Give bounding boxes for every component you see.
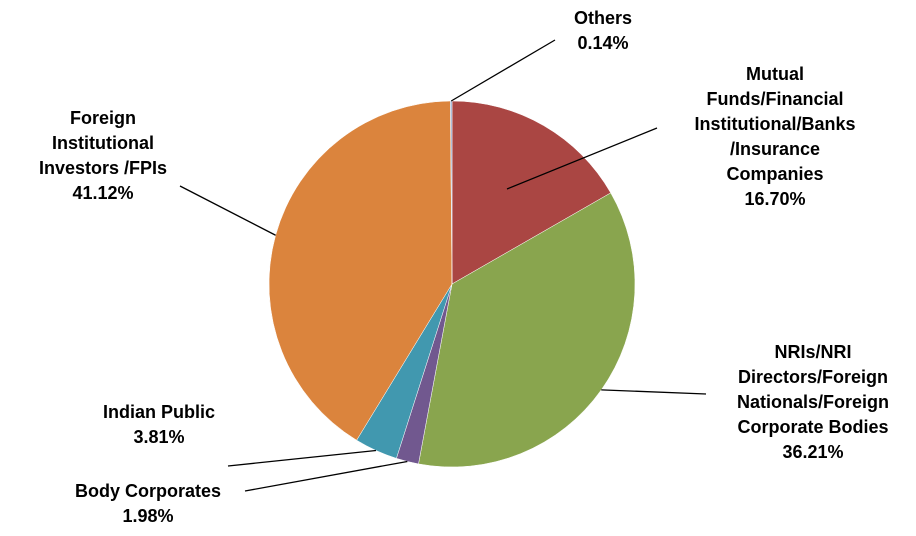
- leader-line: [179, 185, 276, 236]
- slice-name-label: Funds/Financial: [706, 89, 843, 109]
- slice-name-label: Corporate Bodies: [737, 417, 888, 437]
- pie-slice: [451, 100, 612, 285]
- slice-name-label: Companies: [726, 164, 823, 184]
- slice-value-label: 1.98%: [122, 506, 173, 526]
- pie-slices: [268, 100, 636, 468]
- slice-name-label: Mutual: [746, 64, 804, 84]
- slice-name-label: /Insurance: [730, 139, 820, 159]
- pie-slice: [418, 192, 636, 468]
- slice-labels: Mutual Funds/Financial Institutional/Banks…: [39, 8, 889, 526]
- slice-value-label: 36.21%: [782, 442, 843, 462]
- pie-slice: [268, 100, 453, 441]
- slice-label: Body Corporates 1.98%: [75, 481, 221, 526]
- leader-line: [506, 127, 658, 190]
- slice-name-label: Body Corporates: [75, 481, 221, 501]
- slice-name-label: Directors/Foreign: [738, 367, 888, 387]
- leader-line: [450, 39, 556, 102]
- slice-name-label: Nationals/Foreign: [737, 392, 889, 412]
- slice-label: Indian Public 3.81%: [103, 402, 215, 447]
- slice-label: Foreign Institutional Investors /FPIs 41.12…: [39, 108, 167, 203]
- slice-value-label: 3.81%: [133, 427, 184, 447]
- slice-name-label: NRIs/NRI: [774, 342, 851, 362]
- slice-value-label: 41.12%: [72, 183, 133, 203]
- slice-name-label: Foreign: [70, 108, 136, 128]
- slice-name-label: Institutional/Banks: [694, 114, 855, 134]
- leader-line: [227, 449, 377, 467]
- slice-label: NRIs/NRI Directors/Foreign Nationals/Forei…: [737, 342, 889, 462]
- leader-line: [244, 460, 408, 492]
- slice-name-label: Investors /FPIs: [39, 158, 167, 178]
- slice-value-label: 16.70%: [744, 189, 805, 209]
- slice-value-label: 0.14%: [577, 33, 628, 53]
- slice-name-label: Institutional: [52, 133, 154, 153]
- slice-name-label: Others: [574, 8, 632, 28]
- slice-label: Mutual Funds/Financial Institutional/Banks…: [694, 64, 855, 209]
- slice-label: Others 0.14%: [574, 8, 632, 53]
- slice-name-label: Indian Public: [103, 402, 215, 422]
- leader-lines: [179, 39, 707, 492]
- leader-line: [601, 389, 707, 395]
